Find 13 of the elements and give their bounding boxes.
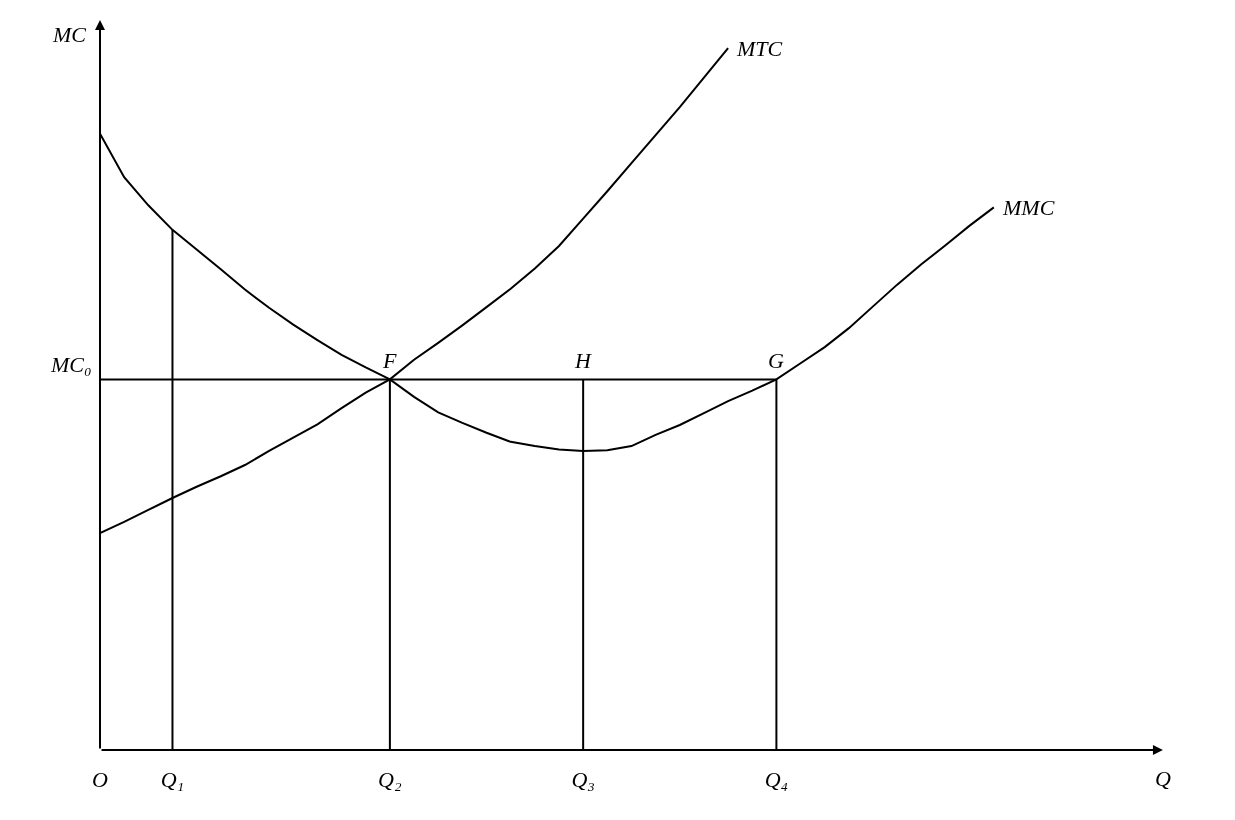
annotation: H (574, 348, 592, 373)
x-tick-label: Q₂ (378, 767, 402, 792)
series-label: MMC (1002, 195, 1055, 220)
x-tick-label: Q₃ (571, 767, 595, 792)
series-label: MC₀ (50, 352, 92, 377)
x-tick-label: O (92, 767, 109, 792)
x-tick-label: Q₁ (160, 767, 185, 792)
annotation: G (768, 348, 784, 373)
x-tick-label: Q₄ (764, 767, 789, 792)
y-axis-title: MC (52, 22, 87, 47)
x-axis-title: Q (1155, 766, 1171, 791)
series-label: MTC (736, 36, 783, 61)
annotation: F (382, 348, 397, 373)
